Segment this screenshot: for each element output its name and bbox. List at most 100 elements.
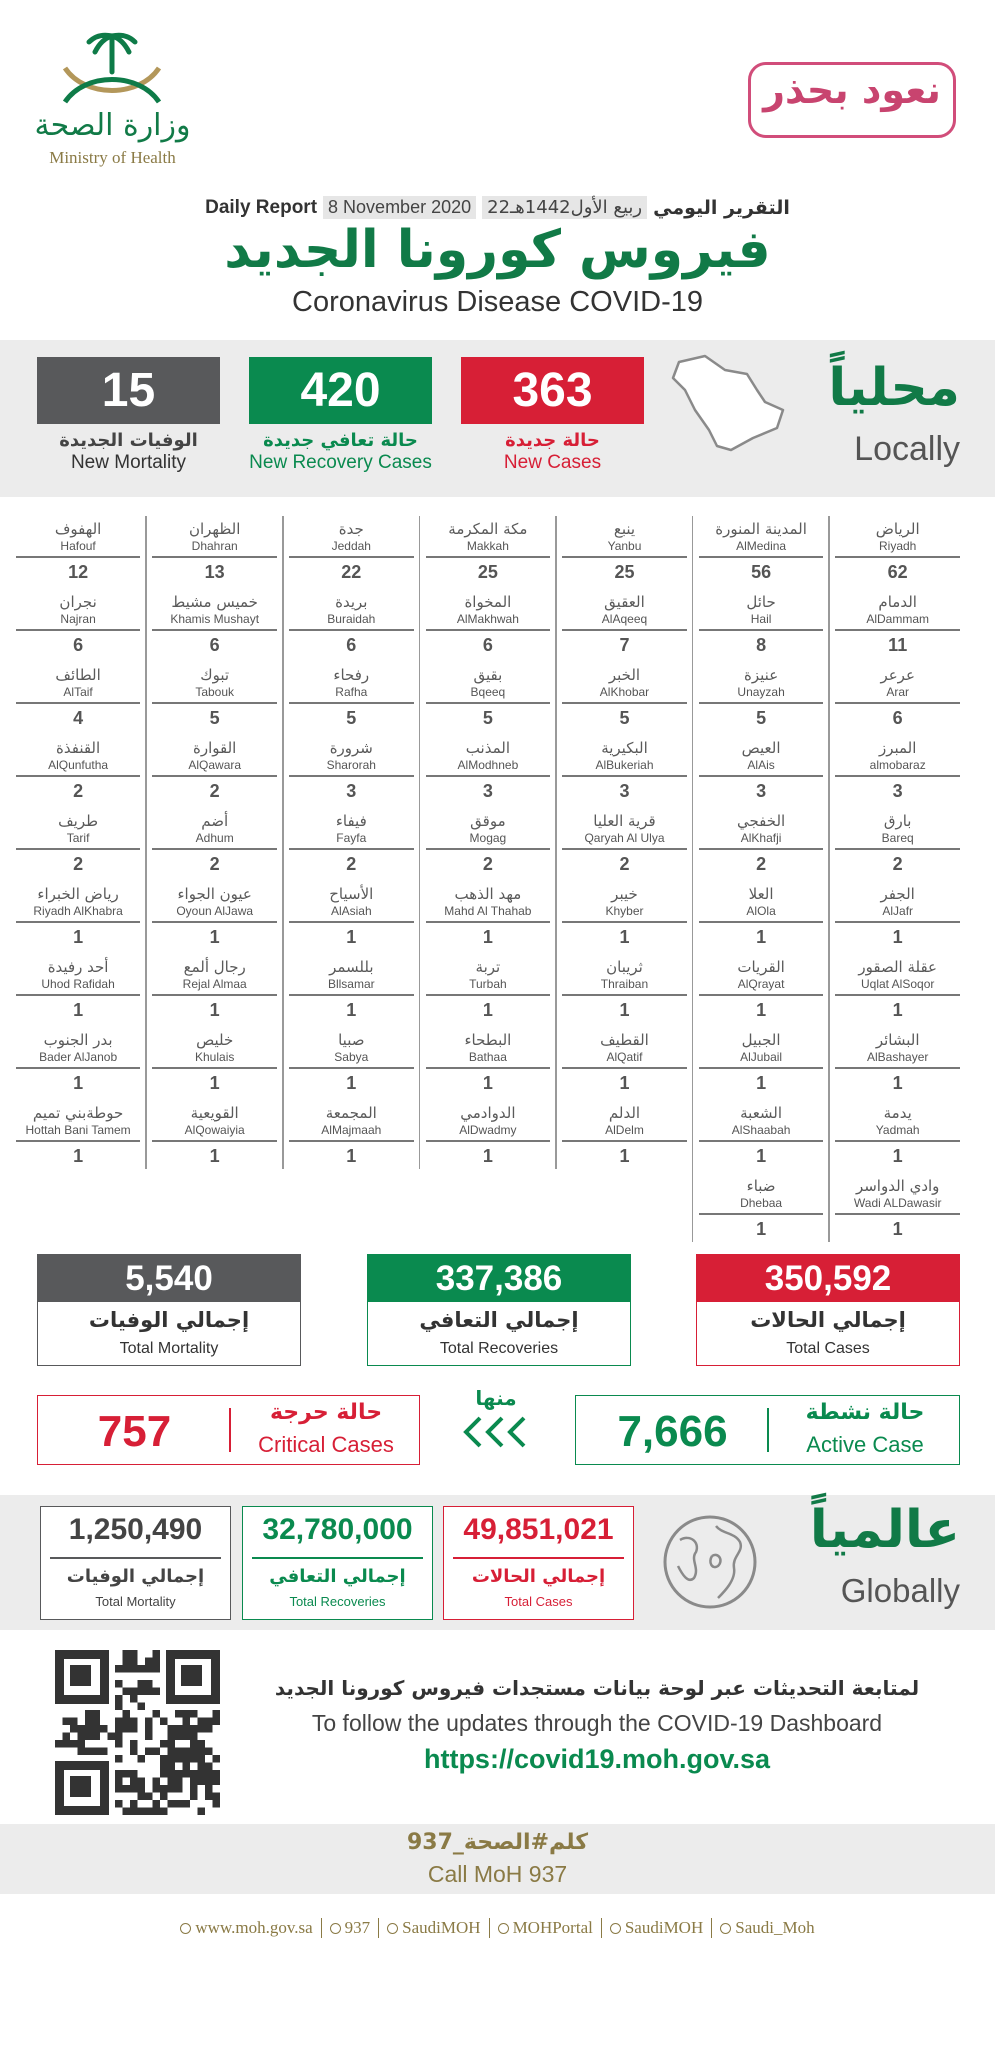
city-rule — [15, 556, 141, 558]
global-title-en: Globally — [840, 1572, 960, 1609]
stat-label-ar: حالة جديدة — [505, 430, 600, 451]
city-rule — [425, 1067, 551, 1069]
city-name-ar: القريات — [737, 958, 785, 976]
active-box — [575, 1395, 960, 1465]
city-count: 1 — [892, 927, 903, 947]
qr-module — [62, 1732, 70, 1740]
city-name-ar: تبوك — [200, 666, 230, 684]
active-label-ar: حالة نشطة — [805, 1400, 925, 1425]
city-count: 1 — [892, 1219, 903, 1239]
city-count: 1 — [73, 1146, 84, 1166]
city-count: 2 — [209, 781, 220, 801]
city-name-en: Thraiban — [600, 977, 649, 991]
qr-module — [190, 1740, 198, 1748]
footer-link[interactable]: www.moh.gov.sa — [195, 1918, 313, 1937]
qr-module — [92, 1710, 100, 1718]
city-count: 1 — [209, 927, 220, 947]
city-name-en: Yadmah — [875, 1123, 920, 1137]
qr-module — [115, 1725, 123, 1733]
qr-module — [70, 1725, 78, 1733]
qr-module — [190, 1710, 198, 1718]
city-name-en: Fayfa — [336, 831, 367, 845]
qr-module — [167, 1755, 175, 1763]
city-count: 1 — [756, 1073, 767, 1093]
stat-value: 15 — [37, 357, 220, 424]
city-count: 22 — [341, 562, 362, 582]
qr-module — [190, 1770, 198, 1778]
qr-module — [152, 1665, 160, 1673]
footer-link[interactable]: MOHPortal — [512, 1918, 593, 1937]
qr-module — [77, 1747, 85, 1755]
city-name-ar: بللسمر — [329, 958, 374, 976]
city-rule — [698, 702, 824, 704]
qr-module — [190, 1755, 198, 1763]
qr-module — [190, 1792, 198, 1800]
total-value: 5,540 — [37, 1254, 301, 1302]
qr-module — [152, 1657, 160, 1665]
qr-module — [122, 1665, 130, 1673]
qr-module — [197, 1755, 205, 1763]
qr-module — [122, 1785, 130, 1793]
city-count: 2 — [482, 854, 493, 874]
qr-module — [167, 1725, 175, 1733]
city-rule — [15, 629, 141, 631]
qr-module — [62, 1717, 70, 1725]
active-divider — [767, 1408, 769, 1452]
qr-module — [167, 1762, 175, 1770]
footer-item: 937 — [320, 1918, 379, 1938]
global-rule — [50, 1557, 221, 1559]
footer-link[interactable]: SaudiMOH — [624, 1918, 704, 1937]
qr-module — [212, 1710, 220, 1718]
qr-module — [122, 1770, 130, 1778]
city-name-ar: حائل — [746, 593, 776, 611]
global-label-en: Total Recoveries — [289, 1594, 386, 1609]
city-rule — [152, 775, 277, 777]
qr-module — [115, 1740, 123, 1748]
qr-module — [107, 1732, 115, 1740]
city-rule — [835, 775, 960, 777]
city-name-en: Uhod Rafidah — [41, 977, 115, 991]
city-name-en: Qaryah Al Ulya — [584, 831, 665, 845]
city-name-en: Tabouk — [195, 685, 235, 699]
dashboard-url[interactable]: https://covid19.moh.gov.sa — [423, 1744, 771, 1774]
city-count: 1 — [619, 1146, 630, 1166]
footer-icon — [329, 1922, 341, 1934]
global-value: 32,780,000 — [262, 1513, 413, 1546]
city-rule — [15, 775, 141, 777]
city-rule — [425, 1140, 551, 1142]
city-name-en: Hottah Bani Tamem — [25, 1123, 131, 1137]
city-rule — [562, 775, 687, 777]
city-count: 1 — [892, 1073, 903, 1093]
city-count: 6 — [482, 635, 493, 655]
city-count: 2 — [619, 854, 630, 874]
city-rule — [835, 629, 960, 631]
city-name-ar: البكيرية — [601, 739, 648, 757]
city-name-en: AlMajmaah — [321, 1123, 382, 1137]
city-name-en: Rafha — [335, 685, 368, 699]
city-name-ar: القطيف — [600, 1031, 649, 1049]
city-count: 3 — [756, 781, 767, 801]
qr-module — [70, 1740, 78, 1748]
city-rule — [425, 556, 551, 558]
footer-link[interactable]: 937 — [344, 1918, 371, 1937]
city-count: 1 — [756, 1219, 767, 1239]
qr-module — [145, 1665, 153, 1673]
footer-link[interactable]: SaudiMOH — [402, 1918, 481, 1937]
city-count: 2 — [892, 854, 903, 874]
qr-module — [130, 1740, 138, 1748]
city-name-ar: بريدة — [335, 593, 368, 611]
city-name-en: Riyadh AlKhabra — [33, 904, 123, 918]
city-name-ar: ينبع — [613, 520, 636, 538]
city-name-ar: الجفر — [880, 885, 915, 903]
qr-module — [130, 1695, 138, 1703]
city-count: 62 — [887, 562, 908, 582]
city-rule — [562, 994, 687, 996]
city-name-en: Wadi ALDawasir — [853, 1196, 942, 1210]
city-rule — [289, 1140, 414, 1142]
global-box — [40, 1506, 231, 1620]
critical-box — [37, 1395, 420, 1465]
qr-module — [197, 1777, 205, 1785]
qr-module — [205, 1747, 213, 1755]
footer-link[interactable]: Saudi_Moh — [735, 1918, 815, 1937]
